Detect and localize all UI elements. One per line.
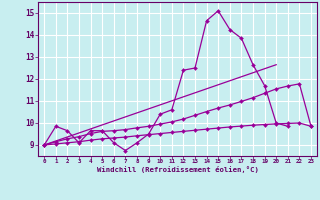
- X-axis label: Windchill (Refroidissement éolien,°C): Windchill (Refroidissement éolien,°C): [97, 166, 259, 173]
